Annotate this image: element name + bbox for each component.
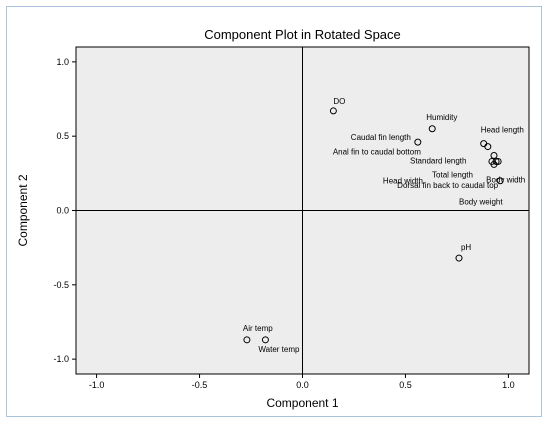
x-tick-label: -1.0 <box>89 380 105 390</box>
y-tick-label: 0.0 <box>56 206 69 216</box>
scatter-point <box>484 143 492 151</box>
scatter-point <box>490 152 498 160</box>
scatter-point <box>490 160 498 168</box>
scatter-point <box>243 336 251 344</box>
point-label: Air temp <box>243 324 273 333</box>
point-label: Total length <box>432 170 473 179</box>
chart-title: Component Plot in Rotated Space <box>204 27 401 42</box>
y-tick-label: 0.5 <box>56 131 69 141</box>
point-label: Standard length <box>410 157 467 166</box>
point-label: Anal fin to caudal bottom <box>333 148 421 157</box>
point-label: Body width <box>486 175 525 184</box>
scatter-point <box>414 138 422 146</box>
scatter-point <box>329 107 337 115</box>
data-points: DO Humidity Head length Caudal fin length An… <box>243 97 525 354</box>
point-label: Body weight <box>459 197 503 206</box>
x-axis-ticks: -1.0 -0.5 0.0 0.5 1.0 <box>89 374 515 390</box>
x-tick-label: 1.0 <box>502 380 515 390</box>
scatter-point <box>428 125 436 133</box>
y-tick-label: -0.5 <box>53 280 69 290</box>
chart-frame: Component Plot in Rotated Space -1.0 -0.5… <box>6 6 542 417</box>
x-axis-label: Component 1 <box>266 396 338 410</box>
point-label: pH <box>461 243 471 252</box>
point-label: Water temp <box>258 345 300 354</box>
point-label: Dorsal fin back to caudal top <box>397 181 498 190</box>
x-tick-label: 0.0 <box>296 380 309 390</box>
y-axis-label: Component 2 <box>16 174 30 246</box>
y-axis-ticks: 1.0 0.5 0.0 -0.5 -1.0 <box>53 57 76 364</box>
point-label: Head width <box>383 176 423 185</box>
point-label: Humidity <box>426 113 457 122</box>
x-tick-label: 0.5 <box>399 380 412 390</box>
scatter-point <box>496 177 504 185</box>
x-tick-label: -0.5 <box>192 380 208 390</box>
scatter-point <box>261 336 269 344</box>
point-label: DO <box>333 97 345 106</box>
y-tick-label: 1.0 <box>56 57 69 67</box>
y-tick-label: -1.0 <box>53 354 69 364</box>
point-label: Caudal fin length <box>351 133 411 142</box>
point-label: Head length <box>481 126 524 135</box>
scatter-chart: Component Plot in Rotated Space -1.0 -0.5… <box>16 27 530 410</box>
scatter-point <box>455 254 463 262</box>
